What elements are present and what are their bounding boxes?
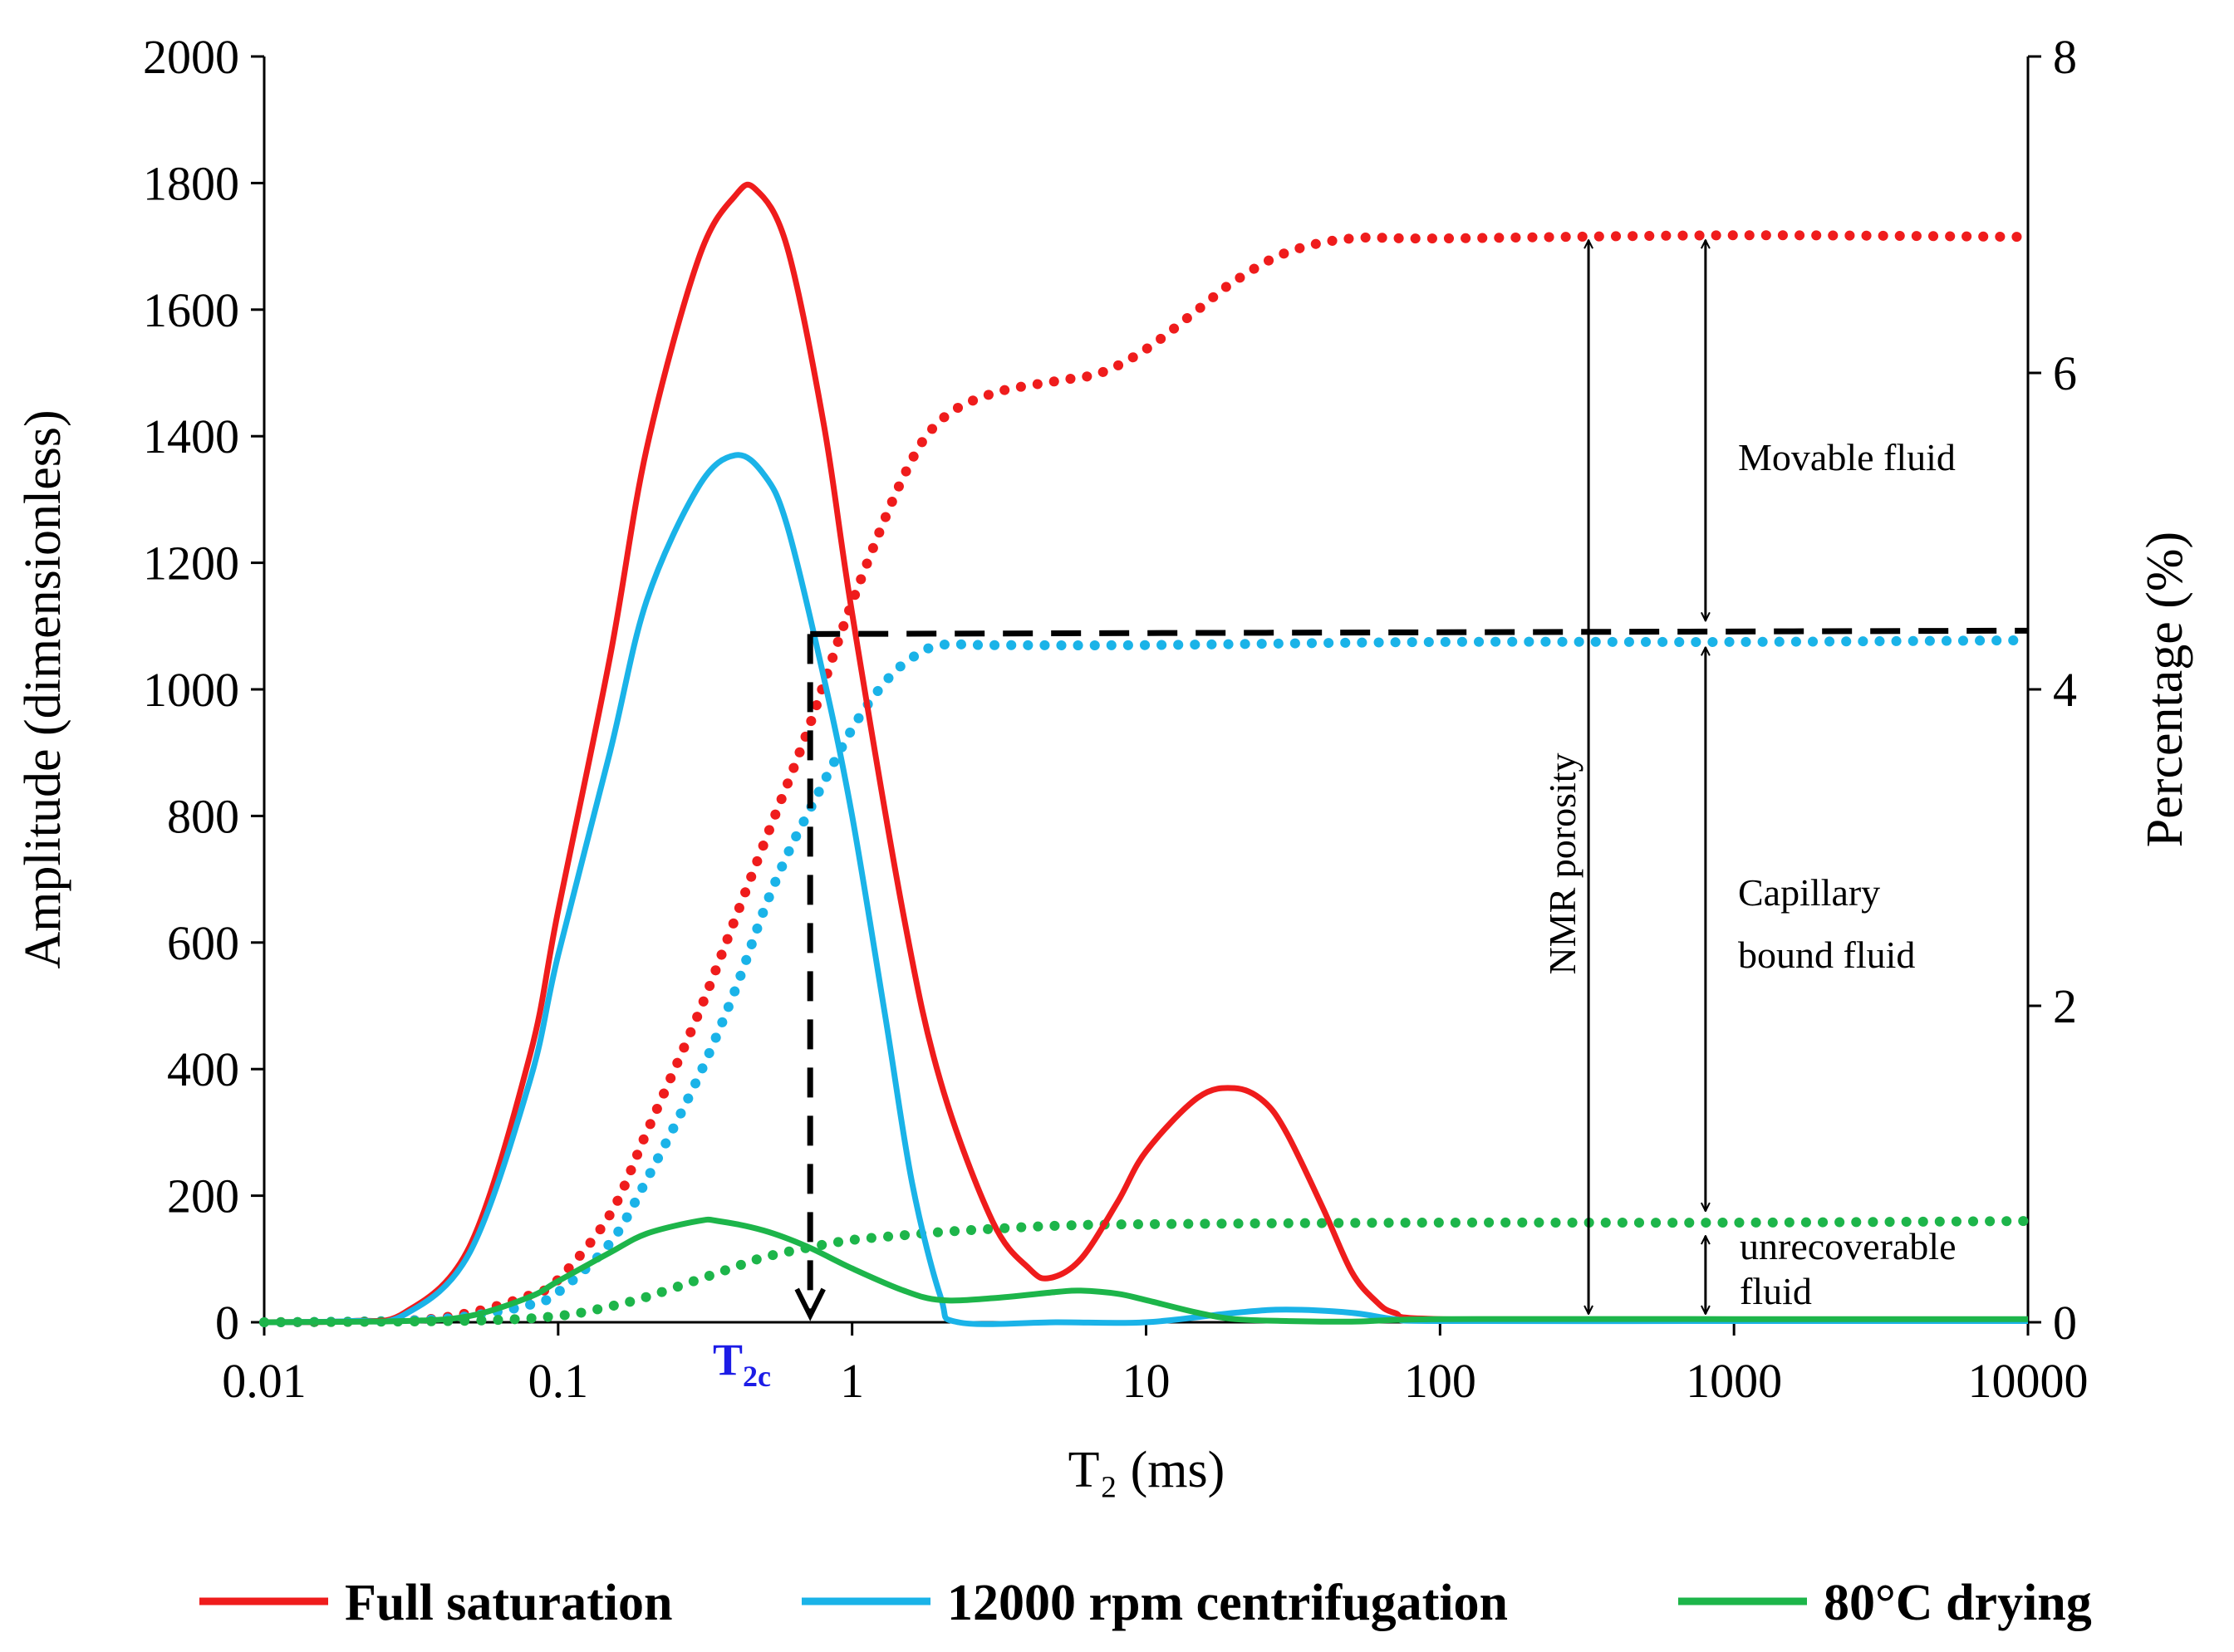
plot-lines bbox=[259, 181, 2033, 1327]
t2c-arrowhead bbox=[794, 1287, 826, 1321]
centrifugation-amplitude-curve bbox=[263, 452, 2028, 1327]
legend: Full saturation 12000 rpm centrifugation… bbox=[199, 1575, 2092, 1631]
drying-cumulative-curve bbox=[259, 1216, 2033, 1327]
right-y-axis-title: Percentage (%) bbox=[2137, 532, 2193, 847]
drying-amplitude-curve bbox=[263, 1216, 2028, 1326]
t2c-label: T2c bbox=[713, 1335, 771, 1393]
t2c-horizontal-dashed-line bbox=[810, 627, 2029, 637]
legend-label-centrifugation: 12000 rpm centrifugation bbox=[947, 1575, 1508, 1631]
x-axis-title: T₂ (ms) bbox=[1068, 1442, 1225, 1498]
t2c-label-main: T bbox=[713, 1335, 743, 1385]
left-y-tick-label: 600 bbox=[167, 916, 239, 970]
unrecoverable-label-line1: unrecoverable bbox=[1740, 1225, 1957, 1267]
right-y-tick-label: 6 bbox=[2053, 346, 2077, 400]
capillary-label-line1: Capillary bbox=[1738, 871, 1880, 914]
right-y-tick-label: 4 bbox=[2053, 663, 2077, 717]
t2c-label-sub: 2c bbox=[743, 1360, 771, 1393]
nmr-porosity-label: NMR porosity bbox=[1541, 752, 1583, 974]
x-tick-label: 1000 bbox=[1686, 1354, 1782, 1408]
movable-fluid-label: Movable fluid bbox=[1738, 436, 1956, 478]
t2-cutoff-lines bbox=[794, 627, 2029, 1321]
left-y-axis-title: Amplitude (dimensionless) bbox=[15, 409, 71, 968]
left-y-tick-label: 1000 bbox=[143, 663, 239, 717]
x-tick-label: 0.01 bbox=[222, 1354, 307, 1408]
left-y-tick-label: 1400 bbox=[143, 409, 239, 463]
left-y-tick-label: 200 bbox=[167, 1169, 239, 1223]
left-y-tick-label: 1200 bbox=[143, 537, 239, 591]
left-y-tick-label: 0 bbox=[215, 1296, 239, 1350]
legend-label-full-saturation: Full saturation bbox=[345, 1575, 672, 1631]
left-y-tick-label: 800 bbox=[167, 789, 239, 843]
left-y-tick-label: 1600 bbox=[143, 283, 239, 337]
right-y-tick-label: 0 bbox=[2053, 1296, 2077, 1350]
x-tick-label: 100 bbox=[1404, 1354, 1476, 1408]
unrecoverable-label-line2: fluid bbox=[1740, 1270, 1812, 1312]
full-saturation-amplitude-curve bbox=[263, 181, 2029, 1326]
left-y-tick-label: 1800 bbox=[143, 156, 239, 210]
left-y-tick-label: 400 bbox=[167, 1042, 239, 1096]
x-tick-label: 1 bbox=[840, 1354, 864, 1408]
legend-label-drying: 80°C drying bbox=[1824, 1575, 2092, 1631]
annotation-arrows bbox=[1588, 240, 1706, 1314]
axis-ticks: 0.01 0.1 1 10 100 1000 10000020040060080010001… bbox=[143, 30, 2089, 1408]
x-tick-label: 10000 bbox=[1968, 1354, 2089, 1408]
centrifugation-cumulative-curve bbox=[259, 635, 2033, 1327]
x-tick-label: 0.1 bbox=[528, 1354, 589, 1408]
full-saturation-cumulative-curve bbox=[259, 230, 2033, 1327]
left-y-tick-label: 2000 bbox=[143, 30, 239, 84]
x-tick-label: 10 bbox=[1122, 1354, 1171, 1408]
capillary-label-line2: bound fluid bbox=[1738, 934, 1915, 976]
right-y-tick-label: 2 bbox=[2053, 979, 2077, 1033]
right-y-tick-label: 8 bbox=[2053, 30, 2077, 84]
